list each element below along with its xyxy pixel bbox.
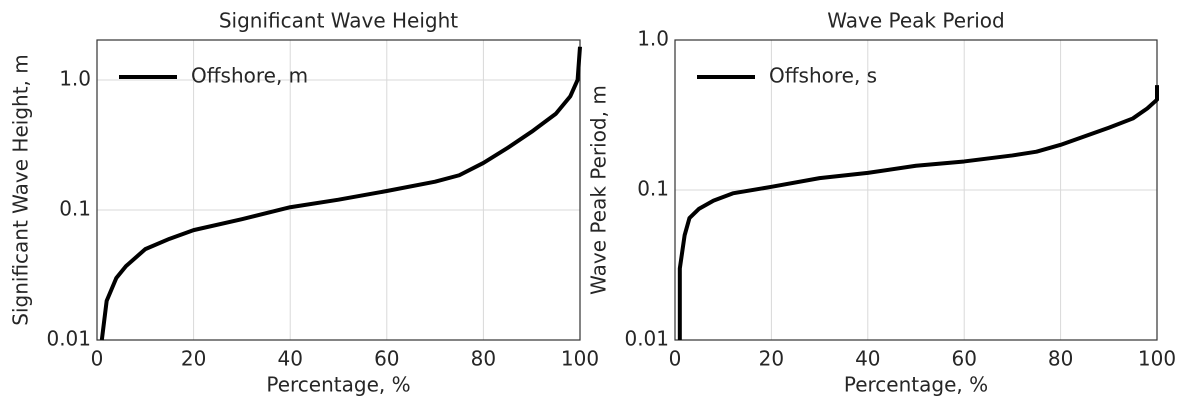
y-tick-label: 1.0	[59, 66, 91, 90]
x-tick-label: 80	[471, 347, 496, 371]
legend-label: Offshore, s	[769, 64, 877, 88]
x-axis-label: Percentage, %	[266, 373, 410, 397]
x-tick-label: 100	[561, 347, 599, 371]
y-tick-label: 0.1	[637, 177, 669, 201]
y-tick-label: 1.0	[637, 27, 669, 51]
x-tick-label: 40	[277, 347, 302, 371]
y-tick-label: 0.01	[46, 327, 91, 351]
y-axis-label: Significant Wave Height, m	[9, 54, 33, 325]
plot-frame	[674, 39, 1158, 341]
x-tick-label: 0	[669, 347, 682, 371]
legend-label: Offshore, m	[191, 64, 308, 88]
x-tick-label: 0	[91, 347, 104, 371]
chart-title: Wave Peak Period	[827, 9, 1004, 33]
x-tick-label: 60	[951, 347, 976, 371]
y-tick-label: 0.01	[624, 327, 669, 351]
y-axis-label: Wave Peak Period, m	[587, 85, 611, 295]
x-tick-label: 40	[855, 347, 880, 371]
x-tick-label: 100	[1138, 347, 1176, 371]
plot-frame	[96, 39, 581, 341]
x-tick-label: 20	[181, 347, 206, 371]
data-line	[677, 85, 1159, 340]
y-tick-label: 0.1	[59, 196, 91, 220]
x-tick-label: 60	[374, 347, 399, 371]
chart-title: Significant Wave Height	[219, 9, 458, 33]
x-tick-label: 20	[759, 347, 784, 371]
data-line	[99, 46, 582, 341]
x-tick-label: 80	[1048, 347, 1073, 371]
x-axis-label: Percentage, %	[844, 373, 988, 397]
